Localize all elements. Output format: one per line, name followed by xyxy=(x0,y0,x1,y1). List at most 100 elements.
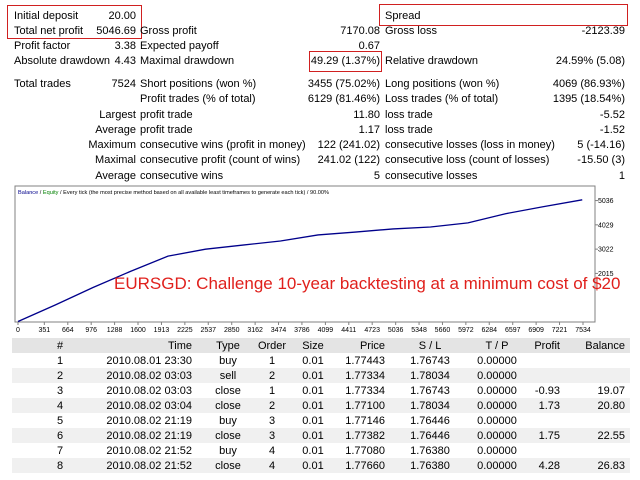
legend-item: Balance xyxy=(18,190,38,196)
legend-item: Every tick (the most precise method base… xyxy=(63,190,305,196)
table-cell: 0.01 xyxy=(293,354,333,368)
stat-value: 6129 (81.46%) xyxy=(220,92,380,106)
table-cell: 8 xyxy=(20,459,100,473)
table-cell: 7 xyxy=(20,444,100,458)
plot-frame xyxy=(15,186,595,322)
table-cell: 4.28 xyxy=(510,459,560,473)
table-cell: 1.76446 xyxy=(395,429,465,443)
stat-value: -2123.39 xyxy=(465,24,625,38)
stat-value: 49.29 (1.37%) xyxy=(220,54,380,68)
table-cell: 3 xyxy=(20,384,100,398)
table-cell: 1.76380 xyxy=(395,459,465,473)
table-cell: 0.01 xyxy=(293,444,333,458)
x-tick-label: 7221 xyxy=(552,327,568,334)
table-cell: 0.00000 xyxy=(465,444,529,458)
table-cell: 0.01 xyxy=(293,459,333,473)
table-cell: 2010.08.01 23:30 xyxy=(100,354,192,368)
table-cell: buy xyxy=(200,354,256,368)
x-tick-label: 7534 xyxy=(575,327,591,334)
table-cell: 1 xyxy=(20,354,100,368)
stat-label: Gross profit xyxy=(140,24,197,38)
stat-label: loss trade xyxy=(385,108,433,122)
stat-label: profit trade xyxy=(140,108,193,122)
overlay-caption: EURSGD: Challenge 10-year backtesting at… xyxy=(114,274,620,294)
table-cell: 2010.08.02 03:03 xyxy=(100,384,192,398)
table-cell: 1.77100 xyxy=(330,399,385,413)
stat-prefix: Average xyxy=(0,169,136,183)
header-cell: Profit xyxy=(510,339,560,353)
stat-prefix: Maximum xyxy=(0,138,136,152)
table-cell: 2 xyxy=(252,399,292,413)
stat-value: 24.59% (5.08) xyxy=(465,54,625,68)
stat-label: consecutive wins xyxy=(140,169,223,183)
stat-value: 122 (241.02) xyxy=(220,138,380,152)
x-tick-label: 1913 xyxy=(154,327,170,334)
table-cell: 2 xyxy=(252,369,292,383)
header-cell: Price xyxy=(330,339,385,353)
stat-value: -5.52 xyxy=(465,108,625,122)
stat-value: 3455 (75.02%) xyxy=(220,77,380,91)
table-cell: 1.77382 xyxy=(330,429,385,443)
stat-label: consecutive losses xyxy=(385,169,477,183)
x-tick-label: 6597 xyxy=(505,327,521,334)
stat-value: 1395 (18.54%) xyxy=(465,92,625,106)
x-tick-label: 5036 xyxy=(388,327,404,334)
x-tick-label: 6909 xyxy=(528,327,544,334)
stat-label: Expected payoff xyxy=(140,39,219,53)
table-cell: 2010.08.02 21:52 xyxy=(100,459,192,473)
table-cell: sell xyxy=(200,369,256,383)
stat-value: 7524 xyxy=(0,77,136,91)
legend-item: 90.00% xyxy=(310,190,329,196)
table-cell: 0.01 xyxy=(293,414,333,428)
table-cell: 3 xyxy=(252,414,292,428)
table-cell: 1.77334 xyxy=(330,369,385,383)
table-cell: buy xyxy=(200,414,256,428)
table-cell: 20.80 xyxy=(565,399,625,413)
table-cell: 1.73 xyxy=(510,399,560,413)
x-tick-label: 0 xyxy=(16,327,20,334)
header-cell: Type xyxy=(200,339,256,353)
x-tick-label: 3786 xyxy=(294,327,310,334)
stat-value: 20.00 xyxy=(0,9,136,23)
table-cell: 1.76446 xyxy=(395,414,465,428)
table-cell: 1.78034 xyxy=(395,399,465,413)
stat-value: 1.17 xyxy=(220,123,380,137)
stat-value: 11.80 xyxy=(220,108,380,122)
table-cell: 19.07 xyxy=(565,384,625,398)
stat-label: Relative drawdown xyxy=(385,54,478,68)
stat-value: 241.02 (122) xyxy=(220,153,380,167)
balance-chart: Balance / Equity / Every tick (the most … xyxy=(0,180,640,335)
table-cell: 0.01 xyxy=(293,384,333,398)
table-cell: 26.83 xyxy=(565,459,625,473)
x-tick-label: 976 xyxy=(85,327,97,334)
header-cell: # xyxy=(20,339,100,353)
stat-value: 5 (-14.16) xyxy=(465,138,625,152)
stat-value: 7170.08 xyxy=(220,24,380,38)
x-tick-label: 3162 xyxy=(247,327,263,334)
x-tick-label: 6284 xyxy=(481,327,497,334)
table-cell: close xyxy=(200,429,256,443)
table-cell: 2010.08.02 03:03 xyxy=(100,369,192,383)
x-tick-label: 5660 xyxy=(435,327,451,334)
table-cell: 1.76380 xyxy=(395,444,465,458)
table-cell: 1.77080 xyxy=(330,444,385,458)
table-cell: 2010.08.02 21:52 xyxy=(100,444,192,458)
table-cell: 0.00000 xyxy=(465,414,529,428)
x-tick-label: 2537 xyxy=(200,327,216,334)
table-cell: 4 xyxy=(20,399,100,413)
table-cell: 1 xyxy=(252,384,292,398)
table-cell: 1.78034 xyxy=(395,369,465,383)
table-cell: 6 xyxy=(20,429,100,443)
table-cell: close xyxy=(200,399,256,413)
legend: Balance / Equity / Every tick (the most … xyxy=(18,190,329,196)
table-cell: 5 xyxy=(20,414,100,428)
table-cell: 22.55 xyxy=(565,429,625,443)
header-cell: S / L xyxy=(395,339,465,353)
stat-label: profit trade xyxy=(140,123,193,137)
x-tick-label: 1288 xyxy=(107,327,123,334)
table-cell: 4 xyxy=(252,459,292,473)
x-tick-label: 4411 xyxy=(341,327,356,334)
table-cell: 0.00000 xyxy=(465,369,529,383)
x-tick-label: 3474 xyxy=(271,327,287,334)
